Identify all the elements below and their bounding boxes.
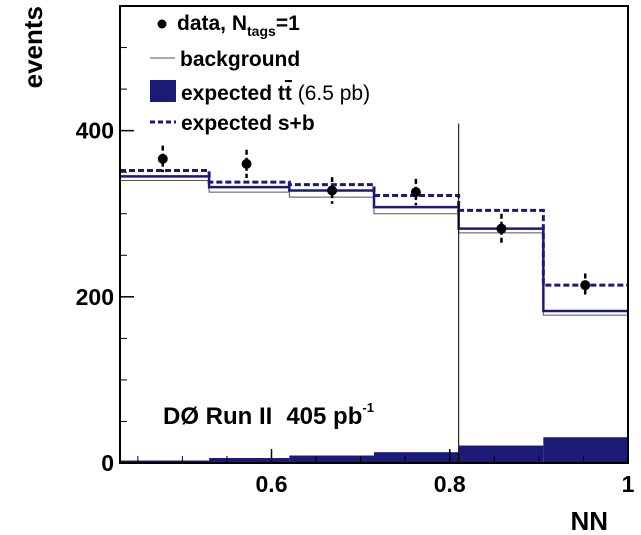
legend: data, Ntags=1 background expected tt (6.… [150,12,370,135]
ttbar-bin-bar [374,452,459,463]
legend-ttbar-text: expected t [181,82,285,105]
y-tick-label: 200 [76,284,114,310]
experiment-name: DØ Run II [163,403,272,430]
legend-data-text: data, N [177,12,247,35]
ttbar-filled-layer [120,437,628,463]
data-point [410,187,421,198]
x-tick-label: 0.8 [434,471,466,497]
legend-data-suffix: =1 [276,12,300,35]
data-point [157,153,168,164]
luminosity-exponent: -1 [362,400,374,415]
legend-ttbar-label: expected tt (6.5 pb) [181,82,370,105]
x-tick-label: 0.6 [256,471,288,497]
series-total-background-tt--line [120,175,628,313]
axis-ticks: 0 200 400 0.6 0.8 1 [76,47,635,497]
y-tick-label: 400 [76,118,114,144]
legend-data-marker [157,19,167,29]
ttbar-bin-bar [543,437,628,463]
legend-data-subscript: tags [247,23,276,39]
luminosity-value: 405 pb [286,403,362,430]
legend-ttbar-swatch [150,80,176,102]
histogram-lines-layer [120,169,628,316]
data-points-layer [157,145,591,297]
series-expected-s-b-line [120,169,628,287]
y-tick-label: 0 [101,450,114,476]
experiment-label: DØ Run II 405 pb-1 [163,400,374,430]
legend-background-label: background [180,48,300,71]
legend-data-label: data, Ntags=1 [177,12,300,39]
legend-ttbar-bar-t: t [285,82,292,105]
x-axis-label: NN [570,506,608,535]
ttbar-bin-bar [458,445,544,463]
data-point [580,280,591,291]
data-point [496,223,507,234]
ttbar-bin-bar [120,460,210,463]
x-tick-label: 1 [622,471,635,497]
legend-splusb-label: expected s+b [181,112,315,135]
ttbar-bin-bar [209,458,290,463]
legend-ttbar-suffix: (6.5 pb) [292,82,370,105]
data-point [241,158,252,169]
data-point [327,185,338,196]
ttbar-bin-bar [289,455,374,463]
plot-frame [119,5,629,464]
y-axis-label: events [18,6,48,88]
